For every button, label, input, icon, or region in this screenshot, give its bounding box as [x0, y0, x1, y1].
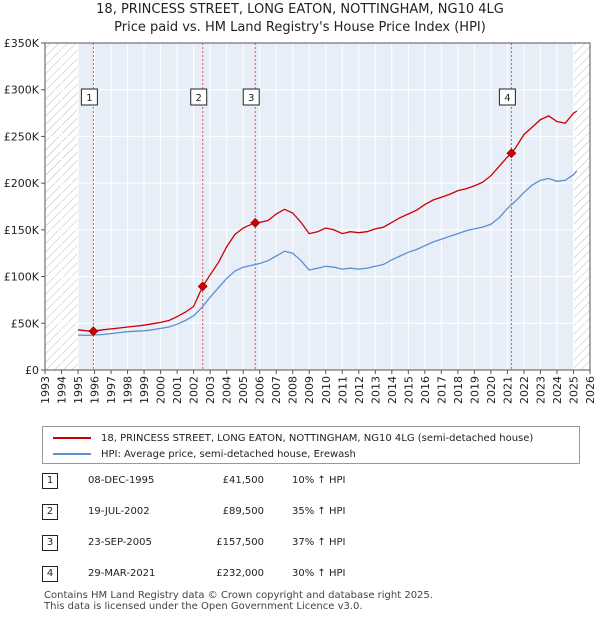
legend-item-hpi: HPI: Average price, semi-detached house,…: [53, 446, 356, 462]
footer-licence: This data is licensed under the Open Gov…: [44, 601, 363, 612]
sale-row: 4 29-MAR-2021 £232,000 30% ↑ HPI: [42, 566, 580, 586]
property-price-line: [77, 110, 578, 332]
sale-label-box: [80, 88, 98, 106]
legend-item-property: 18, PRINCESS STREET, LONG EATON, NOTTING…: [53, 430, 533, 446]
sale-price: £157,500: [216, 537, 264, 548]
sale-label: 4: [504, 93, 510, 104]
x-tick-label: 1995: [72, 376, 85, 404]
x-tick-label: 2002: [188, 376, 201, 404]
sale-label: 2: [196, 93, 202, 104]
y-tick-label: £50K: [11, 317, 40, 330]
plot-frame: [44, 42, 591, 371]
sale-hpi-change: 30% ↑ HPI: [292, 568, 346, 579]
x-tick-label: 2024: [551, 376, 564, 404]
sale-price: £232,000: [216, 568, 264, 579]
x-tick-label: 2023: [534, 376, 547, 404]
sale-hpi-change: 35% ↑ HPI: [292, 506, 346, 517]
x-tick-label: 1994: [56, 376, 69, 404]
x-tick-label: 2014: [386, 376, 399, 404]
x-tick-label: 2022: [518, 376, 531, 404]
x-tick-label: 2000: [155, 376, 168, 404]
x-tick-label: 2021: [501, 376, 514, 404]
sale-label-box: [498, 88, 516, 106]
sale-label: 1: [86, 93, 92, 104]
sale-label: 3: [248, 93, 254, 104]
y-tick-label: £100K: [4, 271, 40, 284]
x-tick-label: 2009: [303, 376, 316, 404]
legend-label-hpi: HPI: Average price, semi-detached house,…: [101, 448, 356, 460]
sale-marker: [506, 148, 517, 159]
x-tick-label: 2017: [435, 376, 448, 404]
x-tick-label: 2026: [584, 376, 597, 404]
y-tick-label: £250K: [4, 130, 40, 143]
legend-swatch-hpi: [53, 453, 91, 455]
sale-label-box: [242, 88, 260, 106]
sale-price: £89,500: [222, 506, 264, 517]
x-tick-label: 2011: [336, 376, 349, 404]
footer-copyright: Contains HM Land Registry data © Crown c…: [44, 590, 433, 601]
x-tick-label: 2001: [171, 376, 184, 404]
x-tick-label: 2005: [237, 376, 250, 404]
y-tick-label: £150K: [4, 224, 40, 237]
sale-date: 19-JUL-2002: [88, 506, 150, 517]
sale-label-box: [190, 88, 208, 106]
x-tick-label: 1998: [122, 376, 135, 404]
x-tick-label: 2008: [287, 376, 300, 404]
y-tick-label: £200K: [4, 177, 40, 190]
x-tick-label: 2020: [485, 376, 498, 404]
x-tick-label: 2006: [254, 376, 267, 404]
sale-number-badge: 4: [42, 566, 58, 582]
sale-hpi-change: 10% ↑ HPI: [292, 475, 346, 486]
x-tick-label: 1993: [39, 376, 52, 404]
legend-label-property: 18, PRINCESS STREET, LONG EATON, NOTTING…: [101, 432, 534, 444]
chart-legend: 18, PRINCESS STREET, LONG EATON, NOTTING…: [42, 426, 580, 464]
x-tick-label: 1996: [89, 376, 102, 404]
sale-marker: [88, 326, 99, 337]
sale-number-badge: 2: [42, 504, 58, 520]
x-tick-label: 2013: [369, 376, 382, 404]
x-tick-label: 2019: [468, 376, 481, 404]
sale-hpi-change: 37% ↑ HPI: [292, 537, 346, 548]
chart-title-line1: 18, PRINCESS STREET, LONG EATON, NOTTING…: [96, 2, 504, 17]
x-tick-label: 2015: [402, 376, 415, 404]
sale-date: 29-MAR-2021: [88, 568, 156, 579]
sale-row: 1 08-DEC-1995 £41,500 10% ↑ HPI: [42, 473, 580, 493]
sale-number-badge: 1: [42, 473, 58, 489]
sale-date: 23-SEP-2005: [88, 537, 152, 548]
x-tick-label: 2025: [567, 376, 580, 404]
sale-row: 2 19-JUL-2002 £89,500 35% ↑ HPI: [42, 504, 580, 524]
legend-swatch-property: [53, 437, 91, 439]
sale-marker: [197, 281, 208, 292]
x-tick-label: 2003: [204, 376, 217, 404]
sale-number-badge: 3: [42, 535, 58, 551]
x-tick-label: 2016: [419, 376, 432, 404]
x-tick-label: 2010: [320, 376, 333, 404]
sale-date: 08-DEC-1995: [88, 475, 155, 486]
x-tick-label: 2004: [221, 376, 234, 404]
sale-price: £41,500: [222, 475, 264, 486]
sale-row: 3 23-SEP-2005 £157,500 37% ↑ HPI: [42, 535, 580, 555]
x-tick-label: 2018: [452, 376, 465, 404]
x-tick-label: 1997: [105, 376, 118, 404]
chart-title-line2: Price paid vs. HM Land Registry's House …: [114, 20, 486, 35]
hatched-region: [573, 43, 590, 370]
hpi-line: [77, 170, 578, 337]
y-tick-label: £300K: [4, 84, 40, 97]
y-tick-label: £0: [25, 364, 39, 377]
y-tick-label: £350K: [4, 37, 40, 50]
x-tick-label: 1999: [138, 376, 151, 404]
sale-marker: [250, 217, 261, 228]
price-chart: 1 2 3 4 £0 £50K £100K £150K £200K £250K £300K £350…: [4, 37, 597, 404]
x-tick-label: 2012: [353, 376, 366, 404]
x-tick-label: 2007: [270, 376, 283, 404]
